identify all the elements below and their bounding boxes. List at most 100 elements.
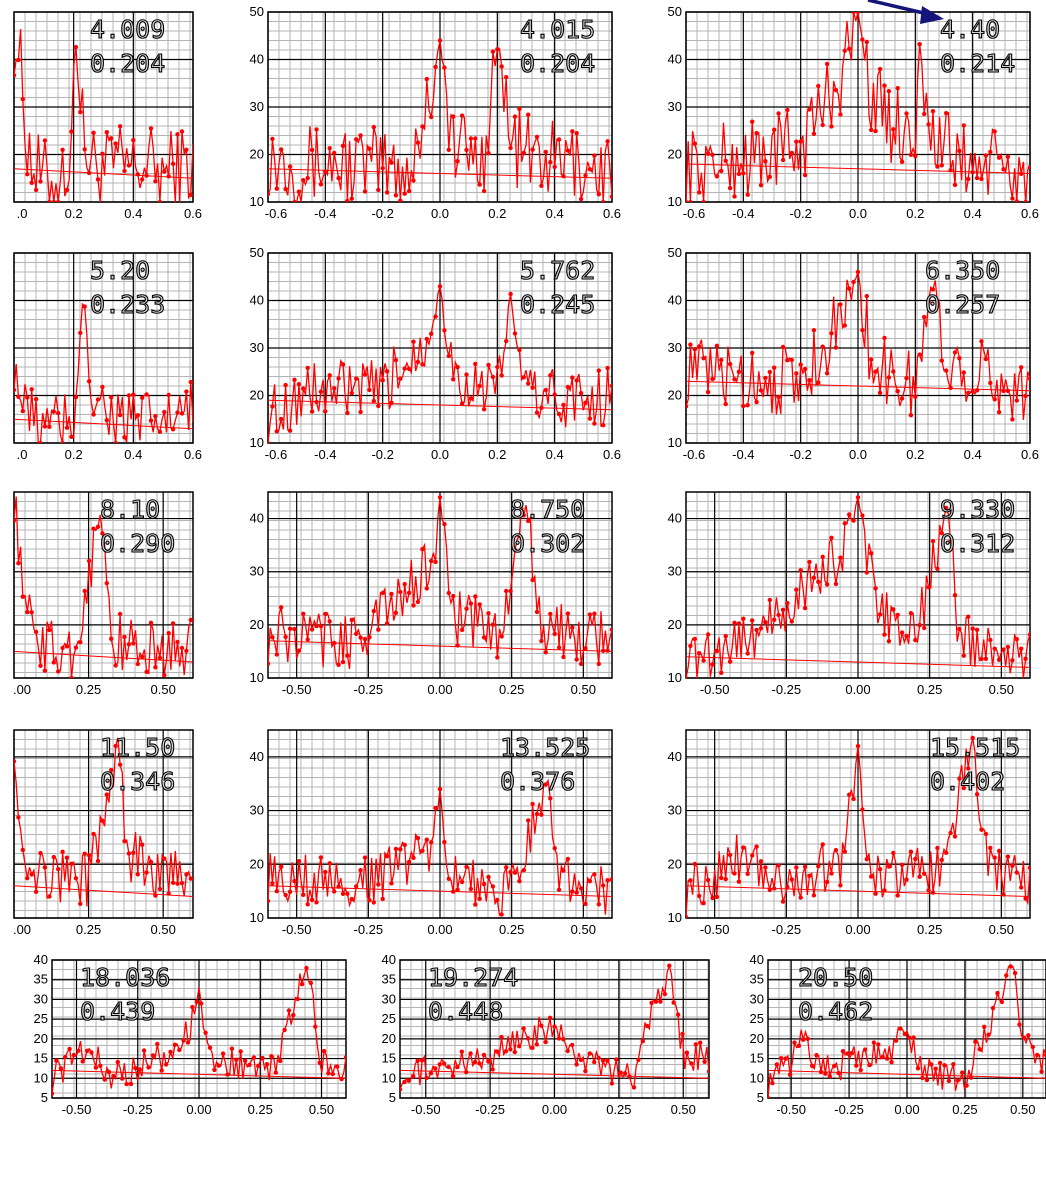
data-point (990, 1005, 996, 1011)
data-point (578, 886, 584, 891)
data-point (640, 1039, 645, 1044)
data-point (556, 1036, 562, 1041)
chart-panel-10: .00 0.25 0.50 11.50 0.346 (13, 729, 194, 937)
data-point (345, 891, 350, 896)
data-point (858, 1067, 863, 1073)
data-point (772, 617, 777, 622)
data-point (163, 1062, 169, 1067)
data-point (587, 167, 593, 172)
data-point (877, 867, 883, 872)
data-point (920, 1075, 925, 1081)
data-point (122, 435, 127, 440)
data-point (886, 89, 892, 94)
data-point (238, 1049, 243, 1054)
data-point (199, 1001, 204, 1006)
data-point (736, 621, 742, 626)
data-point (504, 588, 509, 594)
y-tick-label: 40 (750, 952, 764, 967)
plot-frame (13, 11, 194, 203)
data-point (393, 846, 399, 852)
data-point (14, 518, 17, 523)
data-point (811, 131, 817, 136)
data-point (780, 607, 786, 612)
data-point (983, 656, 989, 661)
x-tick-label: -0.4 (314, 206, 336, 221)
data-point (468, 1051, 473, 1056)
data-point (774, 1062, 779, 1067)
data-point (420, 547, 425, 552)
data-point (323, 169, 328, 174)
data-point (592, 872, 597, 877)
data-point (1027, 165, 1030, 170)
data-point (503, 1049, 509, 1054)
data-point (429, 558, 434, 564)
data-point (908, 611, 914, 616)
data-point (827, 1074, 832, 1079)
data-point (988, 380, 993, 386)
data-point (565, 148, 571, 153)
data-point (384, 621, 390, 626)
data-point (481, 881, 487, 887)
data-point (326, 1071, 331, 1076)
data-point (455, 643, 460, 648)
data-point (996, 657, 1002, 662)
data-point (327, 861, 332, 866)
data-point (20, 408, 25, 414)
data-point (283, 634, 288, 640)
data-point (358, 133, 363, 138)
data-point (380, 378, 385, 383)
data-point (873, 891, 878, 896)
data-point (860, 37, 865, 42)
data-point (389, 591, 394, 597)
data-point (785, 884, 790, 890)
data-point (884, 1056, 890, 1061)
data-point (109, 395, 114, 400)
data-point (225, 1072, 230, 1077)
data-point (552, 392, 557, 397)
data-point (882, 83, 887, 88)
chart-panel-5: 50 40 30 20 10-0.6 -0.4 -0.2 0.0 0.2 0.4 0.6 5.762 0… (250, 245, 622, 462)
data-point (587, 879, 593, 884)
data-point (286, 1008, 292, 1013)
data-point (109, 136, 114, 141)
data-point (301, 611, 306, 616)
data-point (340, 362, 346, 367)
peak-value-label: 4.009 (90, 15, 165, 44)
data-point (574, 657, 579, 662)
baseline-line (268, 885, 612, 898)
data-point (992, 129, 997, 134)
data-point (543, 650, 548, 655)
data-point (935, 164, 940, 169)
data-point (701, 658, 706, 663)
data-point (811, 328, 817, 333)
data-point (930, 109, 936, 114)
x-tick-label: -0.25 (354, 922, 384, 937)
plot-frame (267, 11, 613, 203)
x-tick-label: 0.2 (906, 447, 924, 462)
data-point (979, 339, 984, 344)
data-point (961, 653, 966, 658)
data-point (596, 192, 601, 197)
x-tick-label: 0.50 (309, 1102, 334, 1117)
data-point (419, 1058, 425, 1063)
peak-scale-label: 0.233 (90, 290, 165, 319)
peak-scale-label: 0.290 (100, 529, 175, 558)
data-point (162, 673, 167, 678)
data-point (798, 139, 803, 144)
data-point (983, 356, 989, 362)
data-point (675, 1012, 681, 1017)
data-point (296, 859, 302, 864)
x-tick-label: 0.6 (603, 447, 621, 462)
data-point (974, 388, 980, 393)
data-point (745, 403, 750, 408)
data-point (547, 1015, 553, 1020)
data-point (91, 130, 96, 135)
data-point (974, 627, 980, 632)
data-point (871, 1040, 877, 1045)
data-point (592, 421, 597, 426)
x-tick-label: 0.25 (76, 922, 101, 937)
data-point (855, 269, 861, 275)
peak-value-label: 18.036 (80, 963, 170, 992)
data-point (415, 140, 421, 145)
data-point (82, 147, 87, 152)
